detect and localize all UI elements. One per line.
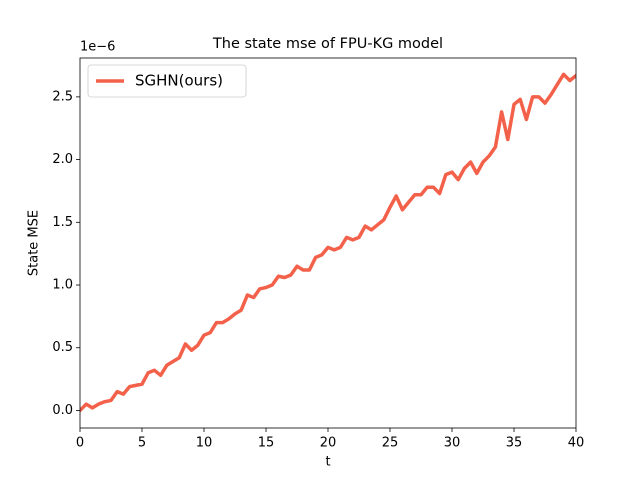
y-axis-label: State MSE: [27, 210, 42, 276]
x-tick-label: 25: [382, 436, 399, 451]
data-line: [80, 72, 576, 413]
chart-title: The state mse of FPU-KG model: [212, 36, 443, 52]
y-tick-label: 1.0: [52, 278, 73, 293]
y-tick-label: 0.5: [52, 340, 73, 355]
plot-frame: [79, 57, 577, 429]
legend-label: SGHN(ours): [135, 72, 223, 90]
x-tick-label: 30: [444, 436, 461, 451]
x-tick-label: 10: [196, 436, 213, 451]
y-offset-text: 1e−6: [80, 40, 115, 55]
x-tick-label: 0: [76, 436, 84, 451]
x-axis-label: t: [325, 455, 330, 470]
x-tick-label: 35: [506, 436, 523, 451]
x-tick-label: 20: [320, 436, 337, 451]
y-tick-label: 1.5: [52, 215, 73, 230]
x-tick-label: 5: [138, 436, 146, 451]
x-tick-label: 15: [258, 436, 275, 451]
y-tick-label: 2.5: [52, 89, 73, 104]
legend-box: [87, 64, 247, 98]
x-tick-label: 40: [568, 436, 585, 451]
y-tick-label: 2.0: [52, 152, 73, 167]
y-tick-label: 0.0: [52, 403, 73, 418]
